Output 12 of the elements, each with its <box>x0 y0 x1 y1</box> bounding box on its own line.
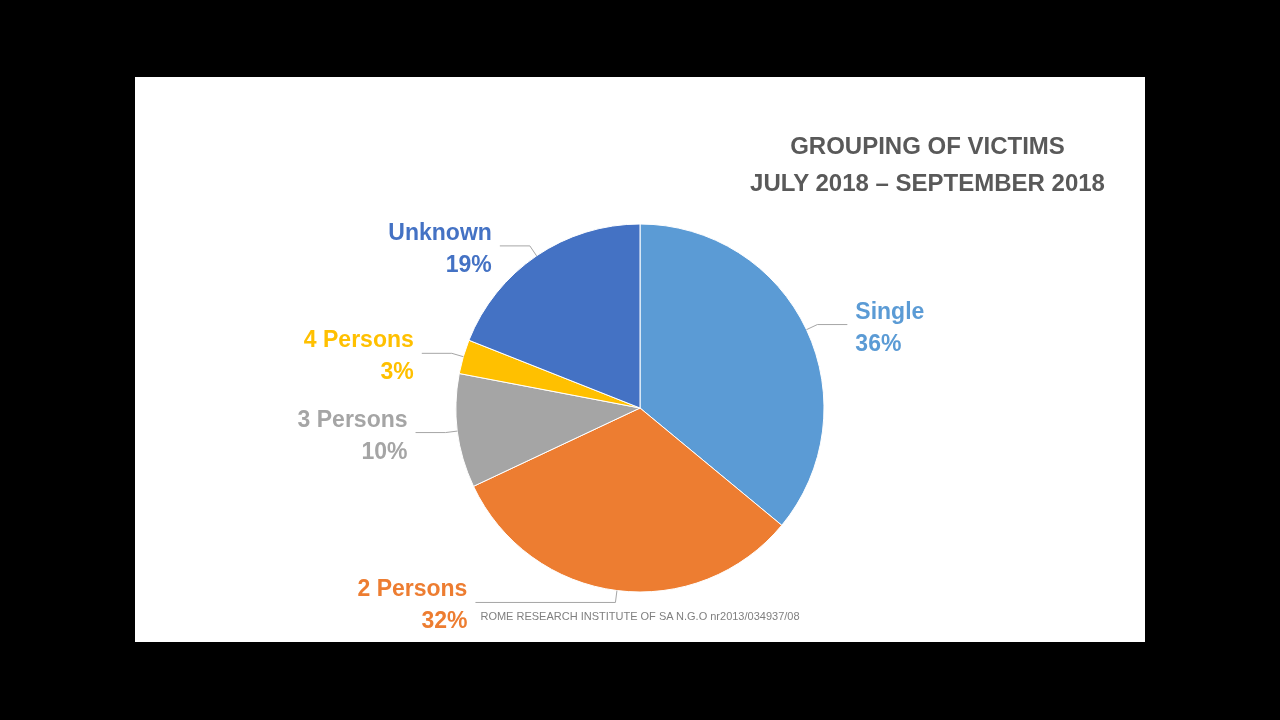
slice-label: 4 Persons <box>303 326 414 353</box>
data-label: 36% <box>855 329 902 356</box>
data-label: 3% <box>380 358 414 385</box>
slice-label: Single <box>855 297 925 324</box>
slice-label: 2 Persons <box>357 575 468 602</box>
text: ROME RESEARCH INSTITUTE OF SA N.G.O nr2013/034937/08 <box>480 610 800 622</box>
data-label: 32% <box>421 607 468 634</box>
data-label: 10% <box>361 437 408 464</box>
chart-title: GROUPING OF VICTIMS JULY 2018 – SEPTEMBER 2018 <box>749 131 1106 198</box>
data-label: 19% <box>445 250 492 277</box>
slice-label: 3 Persons <box>297 405 408 432</box>
slice-label: Unknown <box>388 218 492 245</box>
